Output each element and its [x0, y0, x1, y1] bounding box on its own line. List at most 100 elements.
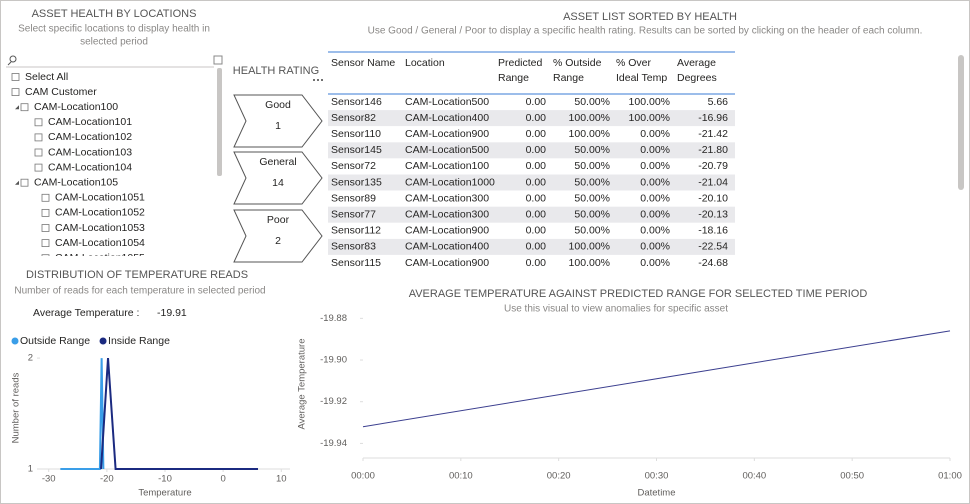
table-cell: 0.00	[526, 144, 547, 156]
legend-marker[interactable]	[99, 337, 107, 345]
checkbox[interactable]	[11, 88, 20, 96]
table-cell: Sensor82	[331, 112, 376, 124]
table-cell: Sensor89	[331, 192, 376, 204]
table-cell: -20.79	[698, 160, 728, 172]
column-header[interactable]: Average	[677, 57, 716, 69]
rating-card[interactable]	[233, 151, 323, 205]
expand-arrow[interactable]	[15, 105, 19, 110]
rating-card[interactable]	[233, 209, 323, 263]
checkbox[interactable]	[41, 239, 50, 248]
rating-label[interactable]: Good	[265, 99, 291, 111]
checkbox[interactable]	[34, 163, 43, 172]
y-tick-label: -19.88	[320, 313, 347, 324]
column-header[interactable]: Predicted	[498, 57, 543, 69]
slicer-item[interactable]: Select All	[25, 71, 68, 83]
scrollbar[interactable]	[958, 55, 964, 190]
rating-label[interactable]: Poor	[267, 214, 290, 226]
more-options[interactable]	[313, 79, 323, 81]
slicer-item[interactable]: CAM Customer	[25, 86, 97, 98]
slicer-item[interactable]: CAM-Location1055	[55, 252, 145, 264]
table-cell: 100.00%	[629, 96, 670, 108]
table-cell: Sensor112	[331, 225, 381, 237]
section-subtitle: Use Good / General / Poor to display a s…	[368, 26, 923, 37]
column-header[interactable]: % Outside	[553, 57, 602, 69]
y-tick-label: -19.90	[320, 355, 347, 366]
x-tick-label: 01:00	[938, 471, 962, 482]
search-icon[interactable]	[7, 55, 17, 66]
slicer-item[interactable]: CAM-Location1053	[55, 222, 145, 234]
slicer-scrollbar[interactable]	[217, 68, 222, 176]
x-tick-label: 00:40	[742, 471, 766, 482]
table-cell: -24.68	[698, 257, 728, 269]
table-cell: 50.00%	[574, 144, 610, 156]
table-cell: -20.13	[698, 208, 728, 220]
checkbox[interactable]	[41, 254, 50, 262]
column-header[interactable]: Range	[553, 72, 584, 84]
slicer-item[interactable]: CAM-Location100	[34, 101, 118, 113]
table-cell: Sensor110	[331, 128, 381, 140]
checkbox[interactable]	[41, 208, 50, 217]
checkbox[interactable]	[34, 118, 43, 127]
checkbox[interactable]	[11, 73, 20, 81]
x-tick-label: 00:00	[351, 471, 375, 482]
table-cell: 5.66	[708, 96, 729, 108]
table-cell: 100.00%	[629, 112, 670, 124]
table-cell: 0.00	[526, 208, 547, 220]
section-title: ASSET LIST SORTED BY HEALTH	[563, 11, 737, 23]
column-header[interactable]: Ideal Temp	[616, 72, 667, 84]
checkbox[interactable]	[34, 133, 43, 142]
section-title: AVERAGE TEMPERATURE AGAINST PREDICTED RA…	[409, 288, 868, 300]
rating-value[interactable]: 14	[272, 177, 284, 189]
legend-marker[interactable]	[11, 337, 19, 345]
expand-arrow[interactable]	[15, 180, 19, 185]
table-cell: CAM-Location300	[405, 208, 489, 220]
expand-button[interactable]	[213, 55, 223, 65]
checkbox[interactable]	[34, 148, 43, 157]
rating-card[interactable]	[233, 94, 323, 148]
rating-value[interactable]: 1	[275, 120, 281, 132]
slicer-item[interactable]: CAM-Location1054	[55, 237, 145, 249]
column-header[interactable]: Location	[405, 57, 445, 69]
slicer-item[interactable]: CAM-Location1051	[55, 192, 145, 204]
section-subtitle: Use this visual to view anomalies for sp…	[504, 304, 728, 315]
section-title: ASSET HEALTH BY LOCATIONS	[32, 8, 197, 20]
y-axis-title: Average Temperature	[297, 338, 308, 429]
x-tick-label: 00:30	[645, 471, 669, 482]
slicer-item[interactable]: CAM-Location103	[48, 146, 132, 158]
table-cell: 0.00%	[640, 144, 670, 156]
table-cell: 0.00	[526, 128, 547, 140]
checkbox[interactable]	[20, 178, 29, 187]
table-cell: Sensor135	[331, 176, 382, 188]
rating-value[interactable]: 2	[275, 235, 281, 247]
table-cell: -20.10	[698, 192, 728, 204]
column-header[interactable]: Sensor Name	[331, 57, 395, 69]
table-cell: Sensor145	[331, 144, 382, 156]
slicer-item[interactable]: CAM-Location101	[48, 116, 132, 128]
section-subtitle: Select specific locations to display hea…	[18, 24, 210, 35]
checkbox[interactable]	[41, 193, 50, 202]
legend-label[interactable]: Inside Range	[108, 335, 170, 347]
table-cell: 0.00%	[640, 241, 670, 253]
table-cell: 0.00	[526, 160, 547, 172]
column-header[interactable]: % Over	[616, 57, 652, 69]
slicer-item[interactable]: CAM-Location105	[34, 176, 118, 188]
kpi-value: -19.91	[157, 307, 187, 319]
legend-label[interactable]: Outside Range	[20, 335, 90, 347]
section-title: DISTRIBUTION OF TEMPERATURE READS	[26, 269, 248, 281]
checkbox[interactable]	[41, 224, 50, 232]
checkbox[interactable]	[20, 103, 29, 112]
column-header[interactable]: Range	[498, 72, 529, 84]
column-header[interactable]: Degrees	[677, 72, 717, 84]
table-cell: 100.00%	[569, 257, 610, 269]
section-subtitle: selected period	[80, 37, 148, 48]
row-band	[328, 174, 735, 191]
table-cell: CAM-Location1000	[405, 176, 495, 188]
table-cell: 0.00%	[640, 128, 670, 140]
slicer-item[interactable]: CAM-Location1052	[55, 207, 145, 219]
slicer-item[interactable]: CAM-Location102	[48, 131, 132, 143]
slicer-item[interactable]: CAM-Location104	[48, 161, 132, 173]
rating-label[interactable]: General	[259, 156, 296, 168]
table-cell: 50.00%	[574, 192, 610, 204]
